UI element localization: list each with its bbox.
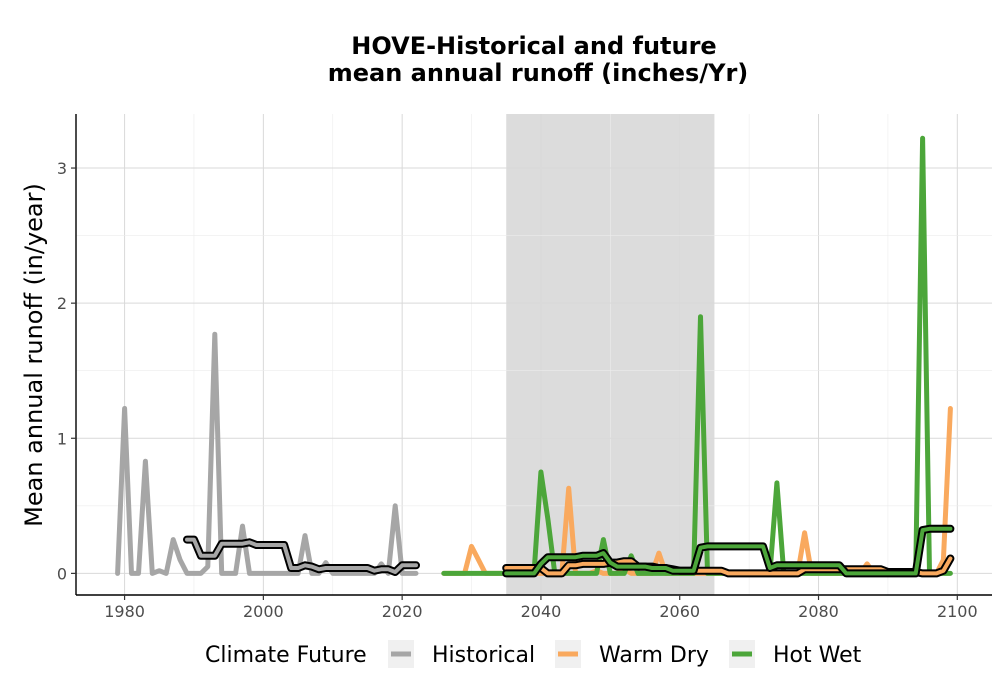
rolling-mean-line-hot-wet: [504, 526, 953, 576]
chart-title-line2: mean annual runoff (inches/Yr): [328, 59, 749, 87]
legend-label-hot-wet: Hot Wet: [773, 643, 862, 668]
series-line-historical: [115, 331, 419, 576]
y-tick-label: 1: [57, 429, 67, 448]
legend-label-historical: Historical: [432, 643, 535, 668]
x-tick-label: 2020: [382, 602, 423, 621]
y-tick-label: 0: [57, 564, 67, 583]
x-tick-label: 2000: [243, 602, 284, 621]
y-tick-label: 3: [57, 159, 67, 178]
series-layer: [115, 135, 955, 578]
axis-layer: 1980 2000 2020 2040 2060 2080 2100 0 1 2 3: [57, 114, 992, 621]
chart-title-line1: HOVE-Historical and future: [351, 32, 716, 60]
x-tick-label: 2060: [659, 602, 700, 621]
x-tick-label: 2100: [937, 602, 978, 621]
y-axis-label: Mean annual runoff (in/year): [20, 183, 48, 527]
x-tick-label: 2080: [798, 602, 839, 621]
legend: Climate Future Historical Warm Dry Hot Wet: [205, 640, 862, 668]
x-tick-label: 1980: [104, 602, 145, 621]
legend-title: Climate Future: [205, 643, 367, 668]
y-tick-label: 2: [57, 294, 67, 313]
legend-label-warm-dry: Warm Dry: [599, 643, 709, 668]
rolling-mean-line-historical: [185, 537, 418, 574]
x-tick-label: 2040: [521, 602, 562, 621]
rolling-mean-line-warm-dry: [504, 556, 953, 576]
